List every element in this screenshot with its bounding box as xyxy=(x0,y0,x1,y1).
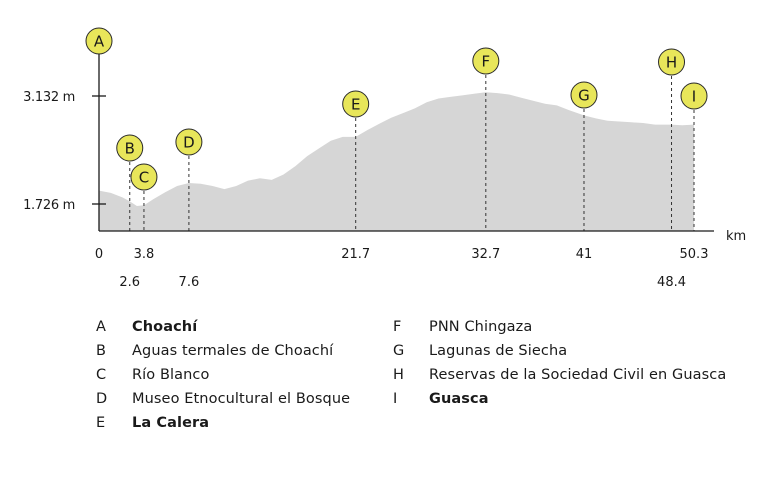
legend-place-name: Lagunas de Siecha xyxy=(429,343,568,359)
legend-letter: I xyxy=(393,391,398,407)
waypoint-marker-circle xyxy=(130,163,158,191)
legend-letter: H xyxy=(393,367,405,383)
waypoint-legend: A Choachí B Aguas termales de Choachí C Río B… xyxy=(96,318,768,468)
legend-place-name: Aguas termales de Choachí xyxy=(132,343,334,359)
legend-place-name: Museo Etnocultural el Bosque xyxy=(132,391,351,407)
legend-item-d: D Museo Etnocultural el Bosque xyxy=(96,390,350,408)
elevation-profile-area xyxy=(99,92,694,231)
x-tick-label: 32.7 xyxy=(471,247,500,262)
x-axis-label: km xyxy=(726,229,746,244)
waypoint-marker-i: I xyxy=(680,82,708,110)
waypoint-marker-b: B xyxy=(116,134,144,162)
waypoint-guides xyxy=(129,75,695,231)
waypoint-marker-letter: I xyxy=(692,88,696,106)
waypoint-marker-circle xyxy=(175,128,203,156)
waypoint-marker-circle xyxy=(342,90,370,118)
waypoint-marker-circle xyxy=(472,47,500,75)
waypoint-marker-letter: E xyxy=(351,96,360,114)
x-tick-label: 21.7 xyxy=(341,247,370,262)
legend-item-g: G Lagunas de Siecha xyxy=(393,342,567,360)
waypoint-marker-c: C xyxy=(130,163,158,191)
x-tick-label: 0 xyxy=(95,247,103,262)
x-tick-label: 48.4 xyxy=(657,275,686,290)
legend-item-h: H Reservas de la Sociedad Civil en Guasca xyxy=(393,366,726,384)
waypoint-marker-letter: G xyxy=(578,87,590,105)
legend-letter: F xyxy=(393,319,402,335)
legend-place-name: Guasca xyxy=(429,391,489,407)
legend-place-name: Choachí xyxy=(132,319,198,335)
legend-item-c: C Río Blanco xyxy=(96,366,209,384)
legend-place-name: La Calera xyxy=(132,415,210,431)
legend-item-i: I Guasca xyxy=(393,390,489,408)
legend-letter: A xyxy=(96,319,107,335)
legend-item-f: F PNN Chingaza xyxy=(393,318,532,336)
waypoint-marker-letter: B xyxy=(125,140,135,158)
legend-item-a: A Choachí xyxy=(96,318,197,336)
x-tick-label: 2.6 xyxy=(119,275,140,290)
x-tick-label: 50.3 xyxy=(680,247,709,262)
waypoint-marker-letter: C xyxy=(139,169,149,187)
x-tick-label: 3.8 xyxy=(134,247,155,262)
x-tick-label: 41 xyxy=(576,247,593,262)
waypoint-marker-letter: H xyxy=(666,54,677,72)
legend-item-b: B Aguas termales de Choachí xyxy=(96,342,333,360)
waypoint-marker-h: H xyxy=(658,48,686,76)
waypoint-marker-f: F xyxy=(472,47,500,75)
waypoint-marker-circle xyxy=(570,81,598,109)
x-tick-label: 7.6 xyxy=(179,275,200,290)
legend-letter: G xyxy=(393,343,405,359)
legend-letter: E xyxy=(96,415,106,431)
legend-place-name: Río Blanco xyxy=(132,367,210,383)
waypoint-marker-letter: D xyxy=(183,134,195,152)
waypoint-markers: A BC D E F G HI xyxy=(85,27,708,191)
elevation-profile-chart: 1.726 m 3.132 m 0 2.6 3.8 7.6 21.7 32.7 41 48.4 5… xyxy=(23,27,746,290)
waypoint-marker-circle xyxy=(658,48,686,76)
waypoint-marker-a: A xyxy=(85,27,113,55)
legend-item-e: E La Calera xyxy=(96,414,209,432)
x-ticks: 0 2.6 3.8 7.6 21.7 32.7 41 48.4 50.3 xyxy=(95,247,709,290)
legend-letter: C xyxy=(96,367,107,383)
waypoint-marker-circle xyxy=(680,82,708,110)
waypoint-marker-e: E xyxy=(342,90,370,118)
waypoint-marker-d: D xyxy=(175,128,203,156)
waypoint-marker-circle xyxy=(116,134,144,162)
waypoint-marker-circle xyxy=(85,27,113,55)
legend-letter: D xyxy=(96,391,108,407)
y-tick-label: 1.726 m xyxy=(23,198,75,213)
waypoint-marker-letter: F xyxy=(481,53,490,71)
waypoint-marker-g: G xyxy=(570,81,598,109)
y-tick-label: 3.132 m xyxy=(23,90,75,105)
y-ticks: 1.726 m 3.132 m xyxy=(23,90,106,213)
legend-place-name: PNN Chingaza xyxy=(429,319,533,335)
waypoint-marker-letter: A xyxy=(94,33,105,51)
legend-letter: B xyxy=(96,343,107,359)
legend-place-name: Reservas de la Sociedad Civil en Guasca xyxy=(429,367,727,383)
